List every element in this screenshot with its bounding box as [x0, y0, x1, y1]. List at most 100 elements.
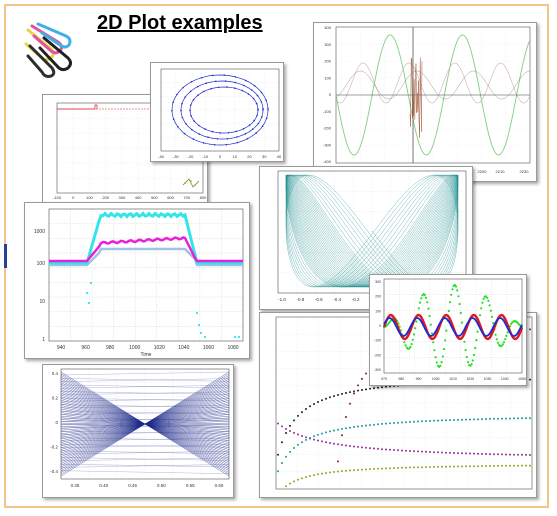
spiral-point	[191, 81, 193, 83]
spiral-point	[201, 77, 203, 79]
series-green-point	[463, 341, 465, 343]
spiral-point	[220, 132, 222, 134]
decay-point	[285, 485, 287, 487]
tick-label: -100	[323, 109, 332, 114]
decay-point	[493, 418, 495, 420]
decay-point	[301, 411, 303, 413]
tick-label: 100	[37, 261, 46, 267]
series-green-point	[441, 361, 443, 363]
decay-point	[345, 427, 347, 429]
spiral-point	[226, 144, 228, 146]
decay-point	[365, 447, 367, 449]
tick-label: 0.4	[52, 371, 59, 376]
spiral-point	[253, 98, 255, 100]
spiral-point	[255, 132, 257, 134]
series-green-point	[474, 347, 476, 349]
spiral-point	[198, 133, 200, 135]
series-green-point	[490, 310, 492, 312]
decay-point	[341, 434, 343, 436]
decay-point	[305, 476, 307, 478]
tick-label: -0.8	[297, 297, 305, 302]
decay-point	[341, 470, 343, 472]
series-green-point	[459, 303, 461, 305]
decay-point	[337, 460, 339, 462]
outlier-point	[90, 282, 92, 284]
series-green-point	[411, 343, 413, 345]
envelope-line	[61, 405, 229, 408]
spiral-point	[193, 138, 195, 140]
series-green-point	[445, 330, 447, 332]
series-green-point	[433, 349, 435, 351]
decay-point	[469, 419, 471, 421]
series-green-point	[495, 334, 497, 336]
decay-point	[485, 453, 487, 455]
spiral-point	[226, 86, 228, 88]
decay-point	[349, 403, 351, 405]
decay-point	[441, 452, 443, 454]
decay-point	[469, 465, 471, 467]
series-green-point	[413, 333, 415, 335]
tick-label: 200	[102, 195, 109, 200]
series-green-point	[504, 338, 506, 340]
spiral-point	[204, 128, 206, 130]
decay-point	[341, 393, 343, 395]
decay-point	[357, 390, 359, 392]
decay-point	[333, 430, 335, 432]
decay-point	[345, 470, 347, 472]
decay-point	[437, 466, 439, 468]
decay-point	[441, 419, 443, 421]
decay-point	[289, 425, 291, 427]
decay-point	[369, 388, 371, 390]
decay-point	[317, 440, 319, 442]
decay-point	[389, 422, 391, 424]
tick-label: 600	[167, 195, 174, 200]
series-green-point	[435, 356, 437, 358]
spiral-point	[227, 138, 229, 140]
spiral-point	[197, 94, 199, 96]
spiral-point	[251, 89, 253, 91]
decay-point	[497, 418, 499, 420]
decay-point	[365, 425, 367, 427]
tick-label: 300	[375, 280, 381, 284]
tick-label: -200	[374, 353, 381, 357]
decay-point	[445, 452, 447, 454]
series-green-point	[449, 301, 451, 303]
tick-label: 990	[416, 377, 422, 381]
series-green-point	[451, 288, 453, 290]
decay-point	[405, 467, 407, 469]
tick-label: Time	[141, 352, 152, 358]
spiral-point	[261, 116, 263, 118]
decay-point	[457, 452, 459, 454]
series-green-point	[429, 315, 431, 317]
spiral-point	[180, 110, 182, 112]
decay-point	[409, 421, 411, 423]
spiral-point	[176, 94, 178, 96]
decay-point	[357, 426, 359, 428]
decay-point	[345, 445, 347, 447]
decay-point	[501, 453, 503, 455]
decay-point	[373, 468, 375, 470]
decay-point	[361, 446, 363, 448]
spiral-point	[184, 96, 186, 98]
spiral-point	[171, 110, 173, 112]
decay-point	[373, 424, 375, 426]
decay-point	[497, 453, 499, 455]
decay-point	[297, 479, 299, 481]
series-green-point	[491, 316, 493, 318]
tick-label: 0	[72, 195, 75, 200]
decay-point	[513, 454, 515, 456]
spiral-point	[243, 85, 245, 87]
plot-area	[49, 209, 243, 341]
decay-point	[421, 466, 423, 468]
decay-point	[461, 465, 463, 467]
paperclips-icon	[18, 18, 80, 80]
spiral-point	[247, 138, 249, 140]
decay-point	[337, 443, 339, 445]
decay-point	[477, 465, 479, 467]
spiral-point	[261, 101, 263, 103]
decay-point	[509, 418, 511, 420]
decay-point	[473, 453, 475, 455]
tick-label: 2210	[496, 169, 506, 174]
spiral-point	[266, 118, 268, 120]
noise-point	[190, 180, 192, 182]
